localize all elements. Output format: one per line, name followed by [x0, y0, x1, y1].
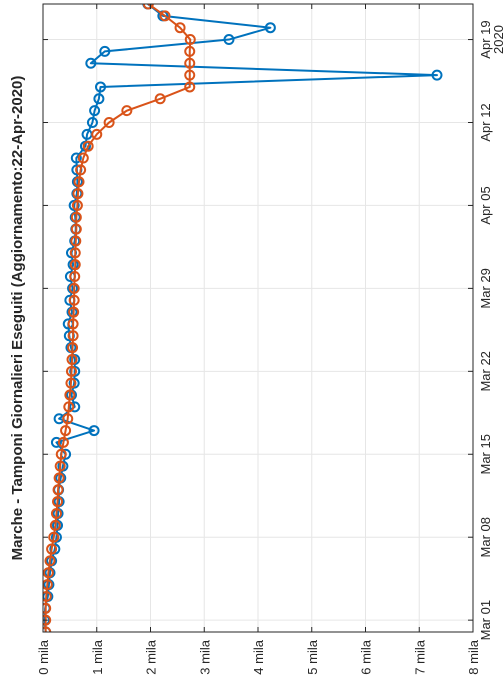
- series-2-point: [121, 105, 133, 117]
- series-2-point: [142, 4, 154, 10]
- series-2-point: [43, 567, 54, 579]
- series-2-point: [66, 353, 78, 365]
- y-tick-label: 8 mila: [466, 639, 481, 674]
- x-tick-label: Mar 15: [478, 434, 493, 474]
- series-2-point: [65, 377, 77, 389]
- x-tick-label: Apr 12: [478, 103, 493, 141]
- x-tick-label: Apr 05: [478, 186, 493, 224]
- x-axis-year-label: 2020: [491, 25, 504, 54]
- y-tick-label: 5 mila: [305, 639, 320, 674]
- series-2-point: [52, 484, 64, 496]
- series-2-point: [65, 365, 77, 377]
- series-2-point: [73, 176, 85, 188]
- series-2-point: [68, 282, 80, 294]
- chart-title: Marche - Tamponi Giornalieri Eseguiti (A…: [9, 76, 26, 561]
- series-2: [43, 4, 196, 632]
- series-2-point: [46, 543, 58, 555]
- series-1-point: [68, 377, 80, 389]
- series-1-point: [70, 152, 82, 164]
- series-2-point: [184, 45, 196, 57]
- y-tick-label: 2 mila: [144, 639, 159, 674]
- series-1-point: [223, 34, 235, 46]
- y-tick-label: 4 mila: [251, 639, 266, 674]
- y-tick-label: 0 mila: [36, 639, 51, 674]
- y-tick-labels: 0 mila 1 mila 2 mila 3 mila 4 mila 5 mila 6 mi…: [36, 639, 481, 674]
- series-2-point: [55, 448, 67, 460]
- series-2-point: [54, 460, 66, 472]
- series-2-point: [184, 34, 196, 46]
- series-2-point: [70, 223, 82, 235]
- series-1-point: [264, 22, 276, 34]
- series-2-point: [154, 93, 166, 105]
- axes-box: [42, 3, 474, 633]
- series-2-point: [43, 626, 52, 632]
- series-2-point: [43, 614, 52, 626]
- x-tick-label: Mar 01: [478, 600, 493, 640]
- series-2-point: [64, 389, 76, 401]
- y-tick-label: 3 mila: [197, 639, 212, 674]
- series-2-point: [184, 81, 196, 93]
- series-2-point: [69, 259, 81, 271]
- series-2-point: [68, 294, 80, 306]
- series-1-point: [50, 436, 62, 448]
- series-2-point: [68, 306, 80, 318]
- series-2-point: [43, 602, 52, 614]
- series-2-point: [53, 472, 65, 484]
- series-1-point: [88, 425, 100, 437]
- series-2-point: [70, 235, 82, 247]
- series-2-point: [71, 199, 83, 211]
- x-tick-labels: Mar 01 Mar 08 Mar 15 Mar 22 Mar 29 Apr 05 Apr …: [478, 20, 493, 640]
- series-1-point: [69, 365, 81, 377]
- series-2-point: [67, 330, 79, 342]
- series-2-point: [174, 22, 186, 34]
- series-1-point: [99, 45, 111, 57]
- series-1-point: [69, 401, 81, 413]
- series-1-point: [95, 81, 107, 93]
- series-2-point: [62, 413, 74, 425]
- series-1-point: [49, 543, 61, 555]
- series-2-point: [184, 57, 196, 69]
- series-2-point: [75, 164, 87, 176]
- series-2-point: [43, 590, 52, 602]
- series-2-point: [48, 531, 60, 543]
- series-1-point: [86, 116, 98, 128]
- series-1-point: [68, 199, 80, 211]
- series-2-point: [49, 519, 61, 531]
- series-2-point: [82, 140, 94, 152]
- series-2-point: [77, 152, 89, 164]
- series-2-point: [67, 342, 79, 354]
- y-tick-label: 7 mila: [412, 639, 427, 674]
- series-2-point: [67, 318, 79, 330]
- series-2-point: [60, 425, 72, 437]
- series-2-point: [44, 555, 56, 567]
- series-2-point: [52, 496, 64, 508]
- x-tick-label: Apr 19: [478, 20, 493, 58]
- series-2-point: [184, 69, 196, 81]
- series-2-point: [63, 401, 75, 413]
- series-2-point: [159, 10, 171, 22]
- series-2-point: [72, 188, 84, 200]
- y-tick-label: 6 mila: [359, 639, 374, 674]
- series-1-point: [85, 57, 97, 69]
- series-2-line: [44, 4, 192, 632]
- x-tick-label: Mar 29: [478, 268, 493, 308]
- series-1-point: [89, 105, 101, 117]
- series-2-point: [43, 579, 53, 591]
- axes-frame: [42, 3, 474, 633]
- series-2-point: [69, 271, 81, 283]
- y-tick-label: 1 mila: [90, 639, 105, 674]
- series-1-point: [93, 93, 105, 105]
- series-2-point: [70, 211, 82, 223]
- x-tick-label: Mar 22: [478, 351, 493, 391]
- series-2-point: [69, 247, 81, 259]
- series-2-point: [50, 508, 62, 520]
- series-layer: [43, 4, 443, 632]
- series-1-line: [43, 4, 438, 632]
- x-tick-label: Mar 08: [478, 517, 493, 557]
- series-2-point: [91, 128, 103, 140]
- series-1-point: [431, 69, 443, 81]
- series-2-point: [57, 436, 69, 448]
- series-2-point: [103, 116, 115, 128]
